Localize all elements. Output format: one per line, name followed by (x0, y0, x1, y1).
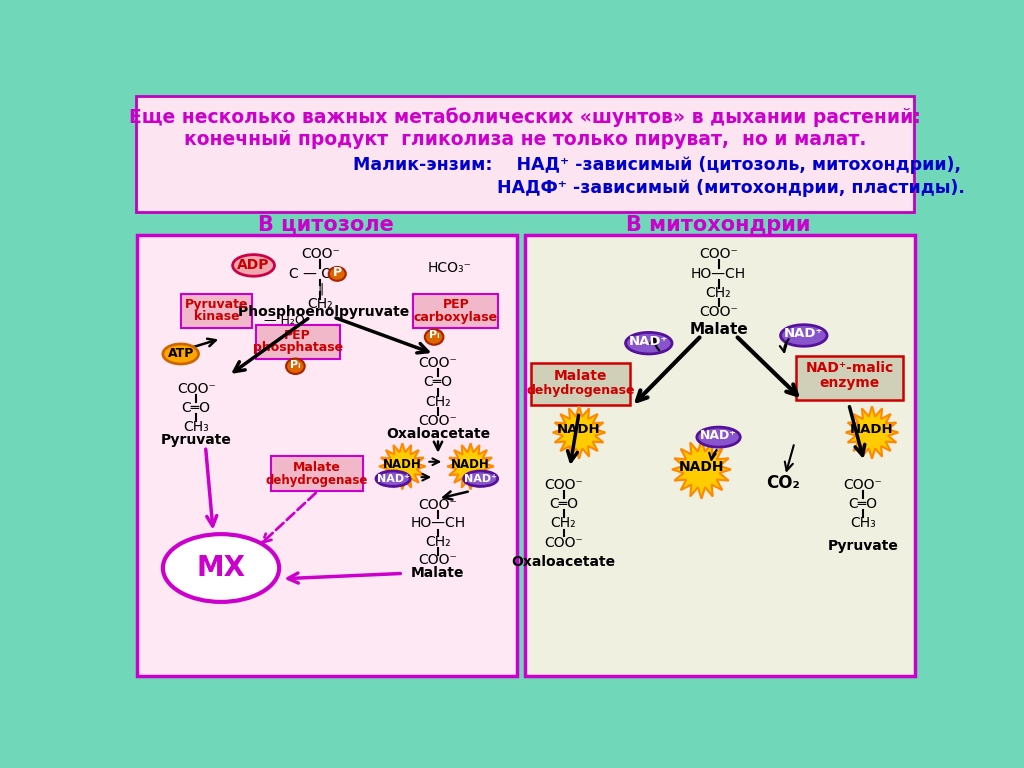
Text: HO—CH: HO—CH (411, 516, 466, 531)
Text: НАДФ⁺ -зависимый (митохондрии, пластиды).: НАДФ⁺ -зависимый (митохондрии, пластиды)… (352, 180, 965, 197)
Text: Pyruvate: Pyruvate (827, 539, 898, 554)
Ellipse shape (425, 329, 443, 345)
Text: NAD⁺-malic: NAD⁺-malic (806, 361, 894, 375)
Text: В митохондрии: В митохондрии (627, 214, 811, 234)
Text: COO⁻: COO⁻ (699, 247, 738, 261)
Ellipse shape (464, 471, 498, 486)
Text: Oxaloacetate: Oxaloacetate (511, 554, 615, 569)
Text: ‖: ‖ (317, 283, 324, 296)
Text: COO⁻: COO⁻ (177, 382, 216, 396)
Bar (256, 325, 340, 359)
Bar (271, 455, 362, 491)
Ellipse shape (780, 325, 827, 346)
Text: C═O: C═O (424, 376, 453, 389)
Text: Pyruvate: Pyruvate (184, 298, 248, 311)
Text: C═O: C═O (549, 497, 579, 511)
Text: CH₃: CH₃ (183, 420, 209, 434)
Text: C═O: C═O (848, 497, 878, 511)
Text: NADH: NADH (850, 423, 894, 436)
Text: enzyme: enzyme (819, 376, 880, 390)
Text: CH₂: CH₂ (425, 395, 451, 409)
Bar (524, 235, 915, 676)
Text: Еще несколько важных метаболических «шунтов» в дыхании растений:: Еще несколько важных метаболических «шун… (129, 108, 921, 127)
Text: phosphatase: phosphatase (253, 341, 343, 354)
Polygon shape (447, 443, 494, 489)
Text: ATP: ATP (168, 347, 194, 360)
Text: HO—CH: HO—CH (691, 267, 746, 281)
Polygon shape (846, 406, 898, 458)
Ellipse shape (376, 471, 410, 486)
Text: PEP: PEP (285, 329, 311, 342)
Ellipse shape (163, 534, 280, 602)
Polygon shape (553, 406, 605, 458)
Text: dehydrogenase: dehydrogenase (266, 474, 369, 487)
Text: NAD⁺: NAD⁺ (784, 327, 823, 340)
Bar (531, 363, 630, 405)
Ellipse shape (697, 427, 740, 447)
Text: carboxylase: carboxylase (414, 310, 498, 323)
Ellipse shape (286, 359, 305, 374)
Text: Малик-энзим:    НАД⁺ -зависимый (цитозоль, митохондрии),: Малик-энзим: НАД⁺ -зависимый (цитозоль, … (352, 157, 961, 174)
Text: NAD⁺: NAD⁺ (464, 474, 497, 484)
Text: NADH: NADH (383, 458, 422, 471)
Text: COO⁻: COO⁻ (419, 553, 458, 568)
Ellipse shape (329, 267, 346, 281)
Text: CH₂: CH₂ (706, 286, 731, 300)
Text: PEP: PEP (442, 298, 469, 311)
Polygon shape (379, 443, 426, 489)
Text: Pyruvate: Pyruvate (161, 433, 231, 447)
Text: C═O: C═O (181, 401, 211, 415)
Text: В цитозоле: В цитозоле (258, 214, 393, 234)
Text: COO⁻: COO⁻ (419, 414, 458, 428)
Text: CH₃: CH₃ (850, 516, 876, 531)
Text: P: P (333, 266, 342, 279)
Bar (136, 96, 913, 211)
Text: COO⁻: COO⁻ (419, 356, 458, 370)
Text: COO⁻: COO⁻ (301, 247, 340, 261)
Text: CO₂: CO₂ (766, 475, 800, 492)
Text: COO⁻: COO⁻ (699, 306, 738, 319)
Text: CH₂: CH₂ (307, 297, 333, 311)
Text: Malate: Malate (293, 461, 341, 474)
Text: COO⁻: COO⁻ (544, 478, 583, 492)
Text: NAD⁺: NAD⁺ (700, 429, 737, 442)
Text: конечный продукт  гликолиза не только пируват,  но и малат.: конечный продукт гликолиза не только пир… (183, 131, 866, 150)
Bar (796, 356, 903, 400)
Text: NADH: NADH (557, 423, 601, 436)
Text: C — O: C — O (290, 267, 333, 281)
Polygon shape (672, 440, 731, 498)
Ellipse shape (626, 333, 672, 354)
Text: HCO₃⁻: HCO₃⁻ (428, 260, 472, 275)
Bar (414, 294, 499, 328)
Ellipse shape (232, 255, 274, 276)
Text: Pᵢ: Pᵢ (290, 359, 301, 369)
Text: МХ: МХ (197, 554, 246, 582)
Text: Phospho​enol​pyruvate: Phospho​enol​pyruvate (239, 306, 410, 319)
Text: COO⁻: COO⁻ (843, 478, 882, 492)
Text: Malate: Malate (554, 369, 607, 382)
Text: Pᵢ: Pᵢ (429, 330, 439, 340)
Text: NAD⁺: NAD⁺ (377, 474, 410, 484)
Text: — H₂O: — H₂O (263, 313, 304, 326)
Text: COO⁻: COO⁻ (419, 498, 458, 512)
Text: dehydrogenase: dehydrogenase (526, 385, 635, 397)
Text: COO⁻: COO⁻ (544, 535, 583, 550)
Text: Malate: Malate (412, 567, 465, 581)
Text: NADH: NADH (452, 458, 489, 471)
Ellipse shape (163, 344, 199, 364)
Bar (180, 294, 252, 328)
Text: NADH: NADH (679, 460, 724, 474)
Text: CH₂: CH₂ (425, 535, 451, 549)
Text: Oxaloacetate: Oxaloacetate (386, 427, 490, 441)
Text: ADP: ADP (238, 258, 269, 273)
Text: NAD⁺: NAD⁺ (629, 335, 669, 348)
Text: Malate: Malate (689, 322, 748, 337)
Text: CH₂: CH₂ (551, 516, 577, 531)
Bar (137, 235, 517, 676)
Text: kinase: kinase (194, 310, 240, 323)
